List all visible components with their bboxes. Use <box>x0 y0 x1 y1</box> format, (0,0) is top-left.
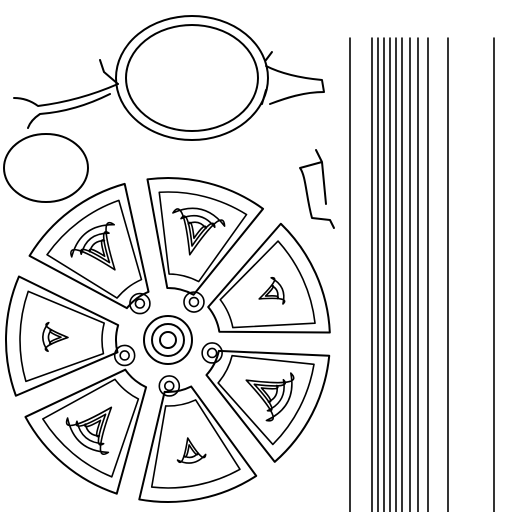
hub-bolt <box>201 342 223 364</box>
wheel-lobe <box>205 349 331 463</box>
lobe-frame <box>146 177 265 296</box>
lobe-frame <box>207 222 331 334</box>
lobe-inner-frame <box>19 290 106 383</box>
lobe-shield <box>245 372 295 422</box>
lobe-shield <box>84 419 102 438</box>
bolt-outer <box>129 292 151 315</box>
small-oval <box>3 133 89 203</box>
hub-bolt <box>129 292 151 315</box>
hub-ring <box>143 315 193 365</box>
hub-ring <box>159 331 177 349</box>
bolt-inner <box>164 380 175 392</box>
wheel-lobe <box>24 368 148 495</box>
wheel-ornament <box>5 177 331 503</box>
lobe-shield <box>258 277 286 305</box>
lobe-shield <box>176 437 207 464</box>
lobe-shield <box>253 378 286 412</box>
large-ring <box>115 15 269 141</box>
lobe-shield <box>264 284 280 300</box>
bolt-inner <box>134 298 146 309</box>
left-branch <box>13 59 119 129</box>
hub-bolt <box>183 291 205 313</box>
bracket-shape <box>299 149 335 229</box>
lobe-shield <box>183 444 199 459</box>
lobe-inner-frame <box>46 199 143 299</box>
lobe-inner-frame <box>219 240 316 329</box>
lobe-frame <box>5 275 120 397</box>
wheel-lobe <box>28 182 150 310</box>
bolt-outer <box>201 342 223 364</box>
lobe-inner-frame <box>217 354 315 446</box>
bolt-inner <box>119 350 130 361</box>
lobe-shield <box>42 321 69 353</box>
lobe-shield <box>47 329 62 345</box>
lobe-frame <box>28 182 150 310</box>
lobe-shield <box>79 231 111 264</box>
wheel-lobe <box>5 275 120 397</box>
lobe-shield <box>187 221 207 240</box>
lobe-inner-frame <box>158 191 248 283</box>
hub-ring <box>151 323 185 357</box>
lobe-frame <box>138 385 258 503</box>
wheel-lobe <box>146 177 265 296</box>
right-branch <box>261 51 325 105</box>
bolt-inner <box>206 347 218 359</box>
lobe-shield <box>88 239 106 258</box>
lobe-shield <box>260 384 279 403</box>
bolt-outer <box>183 291 205 313</box>
bolt-outer <box>158 375 181 397</box>
hub-bolt <box>113 344 136 367</box>
bolt-inner <box>188 296 200 308</box>
bolt-outer <box>113 344 136 367</box>
lobe-shield <box>180 214 216 247</box>
wheel-lobe <box>207 222 331 334</box>
lobe-shield <box>75 413 107 446</box>
lobe-frame <box>24 368 148 495</box>
lobe-inner-frame <box>42 378 140 478</box>
vertical-stripes <box>349 37 495 512</box>
wheel-lobe <box>138 385 258 503</box>
lobe-frame <box>205 349 331 463</box>
hub-bolt <box>158 375 181 397</box>
lobe-inner-frame <box>150 399 241 489</box>
